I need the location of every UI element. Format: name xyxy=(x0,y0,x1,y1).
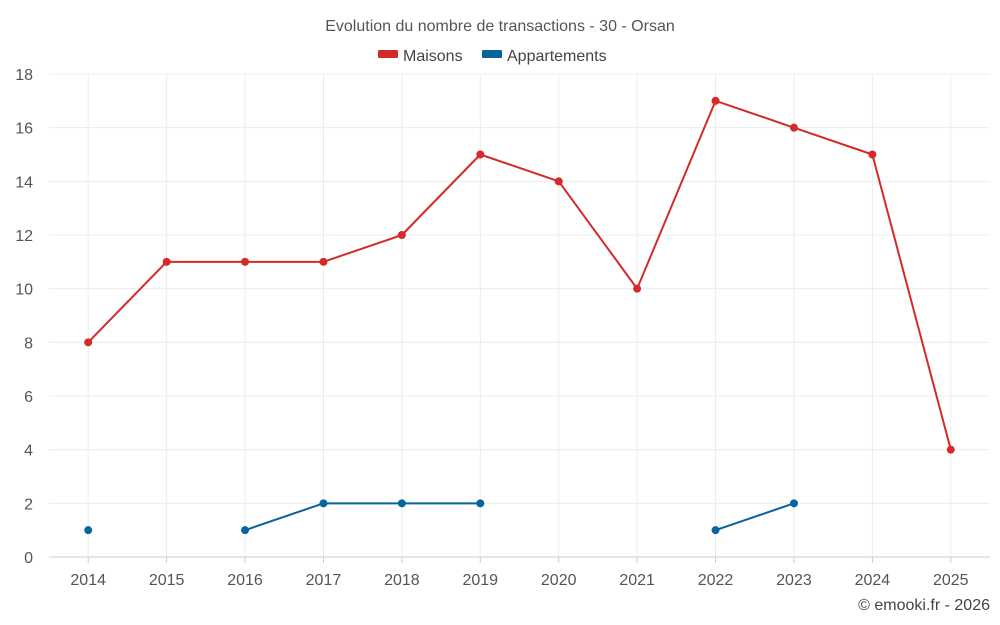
legend-item-maisons[interactable]: Maisons xyxy=(378,48,463,65)
x-tick-label: 2025 xyxy=(933,572,969,589)
x-tick-label: 2015 xyxy=(149,572,185,589)
legend-label-appartements[interactable]: Appartements xyxy=(507,48,607,65)
x-tick-label: 2023 xyxy=(776,572,812,589)
y-tick-label: 10 xyxy=(15,282,33,299)
data-point-appartements-2022[interactable] xyxy=(711,526,720,535)
x-tick-label: 2014 xyxy=(70,572,106,589)
data-point-appartements-2014[interactable] xyxy=(84,526,93,535)
x-tick-label: 2020 xyxy=(541,572,577,589)
y-tick-label: 4 xyxy=(24,443,33,460)
data-point-maisons-2016[interactable] xyxy=(241,257,250,266)
legend-swatch-appartements xyxy=(482,50,502,58)
data-point-maisons-2018[interactable] xyxy=(397,231,406,239)
data-point-maisons-2015[interactable] xyxy=(162,257,171,266)
data-point-appartements-2018[interactable] xyxy=(397,499,406,508)
data-point-maisons-2019[interactable] xyxy=(476,150,485,159)
grid xyxy=(49,73,990,558)
series-appartements xyxy=(84,499,798,535)
data-point-maisons-2021[interactable] xyxy=(633,284,642,293)
x-tick-label: 2024 xyxy=(855,572,891,589)
data-point-maisons-2022[interactable] xyxy=(711,96,720,105)
y-tick-label: 6 xyxy=(24,389,33,406)
x-tick-label: 2017 xyxy=(306,572,342,589)
series-line-maisons xyxy=(87,99,952,450)
y-tick-label: 14 xyxy=(15,174,33,191)
data-point-maisons-2023[interactable] xyxy=(789,123,798,132)
data-point-maisons-2017[interactable] xyxy=(319,257,328,266)
legend-swatch-maisons xyxy=(378,50,398,58)
x-axis-ticks: 2014 2015 2016 2017 2018 2019 2020 2021 2022 2023… xyxy=(70,557,969,589)
x-tick-label: 2022 xyxy=(698,572,734,589)
legend-label-maisons[interactable]: Maisons xyxy=(403,48,463,65)
y-tick-label: 2 xyxy=(24,496,33,513)
y-tick-label: 12 xyxy=(15,228,33,245)
y-tick-label: 16 xyxy=(15,121,33,138)
x-tick-label: 2016 xyxy=(227,572,263,589)
legend[interactable]: Maisons Appartements xyxy=(378,48,607,65)
credit-text: © emooki.fr - 2026 xyxy=(858,597,990,614)
x-tick-label: 2019 xyxy=(462,572,498,589)
x-tick-label: 2018 xyxy=(384,572,420,589)
data-point-maisons-2020[interactable] xyxy=(554,177,563,186)
series-maisons xyxy=(84,96,955,454)
x-tick-label: 2021 xyxy=(619,572,655,589)
data-point-maisons-2024[interactable] xyxy=(868,150,877,159)
data-point-appartements-2016[interactable] xyxy=(241,526,250,535)
series-line-appartements xyxy=(244,502,481,532)
data-point-appartements-2019[interactable] xyxy=(476,499,485,508)
data-point-maisons-2025[interactable] xyxy=(946,445,955,454)
data-point-appartements-2023[interactable] xyxy=(789,499,798,508)
legend-item-appartements[interactable]: Appartements xyxy=(482,48,607,65)
series-line-appartements xyxy=(715,502,795,532)
y-tick-label: 8 xyxy=(24,335,33,352)
y-tick-label: 18 xyxy=(15,67,33,84)
data-point-appartements-2017[interactable] xyxy=(319,499,328,508)
y-tick-label: 0 xyxy=(24,550,33,567)
series-layer xyxy=(84,96,955,535)
chart-title: Evolution du nombre de transactions - 30… xyxy=(325,18,675,35)
y-axis-ticks: 0 2 4 6 8 10 12 14 16 18 xyxy=(15,67,33,567)
data-point-maisons-2014[interactable] xyxy=(84,338,93,347)
